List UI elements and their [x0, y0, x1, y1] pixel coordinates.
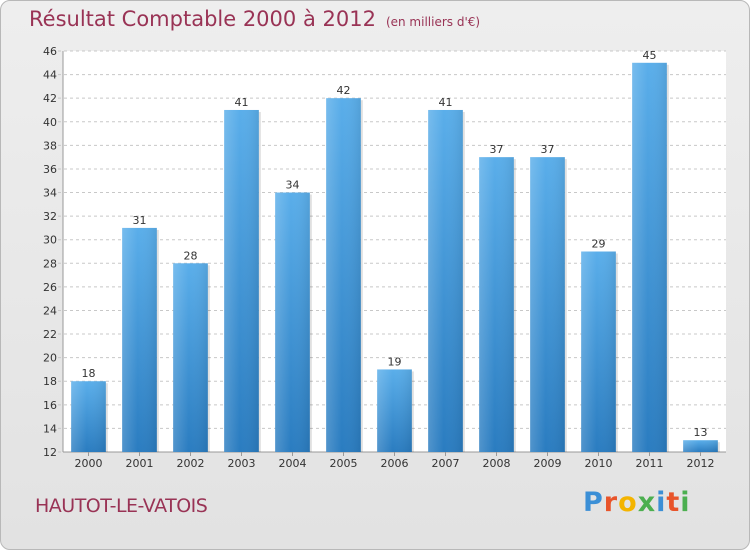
bar-value-label: 37: [490, 143, 504, 156]
x-tick-label: 2000: [75, 457, 103, 470]
y-tick-label: 32: [43, 210, 57, 223]
x-tick-label: 2006: [381, 457, 409, 470]
logo-letter: o: [618, 487, 638, 518]
bar-value-label: 34: [286, 179, 300, 192]
bar-highlight: [530, 157, 565, 452]
y-tick-label: 14: [43, 422, 57, 435]
bar-value-label: 28: [184, 249, 198, 262]
bar-value-label: 18: [82, 367, 96, 380]
bar-highlight: [479, 157, 514, 452]
proxiti-logo: Proxiti: [583, 487, 691, 518]
x-tick-label: 2008: [483, 457, 511, 470]
logo-letter: P: [583, 487, 604, 518]
logo-letter: t: [666, 487, 681, 518]
x-tick-label: 2001: [126, 457, 154, 470]
x-tick-label: 2012: [687, 457, 715, 470]
x-tick-label: 2007: [432, 457, 460, 470]
bar-value-label: 19: [388, 355, 402, 368]
bar-value-label: 37: [541, 143, 555, 156]
x-tick-label: 2009: [534, 457, 562, 470]
x-tick-label: 2004: [279, 457, 307, 470]
bar-value-label: 41: [235, 96, 249, 109]
bars: 18 31 28 41 34 42 19 41 37 37 29 45 13: [71, 49, 720, 453]
bar-highlight: [275, 192, 310, 452]
x-axis-labels: 2000 2001 2002 2003 2004 2005 2006 2007 2008 2009…: [75, 452, 715, 470]
bar-highlight: [122, 227, 157, 452]
y-tick-label: 26: [43, 281, 57, 294]
bar-highlight: [377, 369, 412, 452]
y-tick-label: 36: [43, 163, 57, 176]
y-tick-label: 24: [43, 304, 57, 317]
chart-subtitle: (en milliers d'€): [385, 15, 481, 29]
bar-highlight: [581, 251, 616, 452]
y-tick-label: 18: [43, 375, 57, 388]
logo-letter: r: [603, 487, 619, 518]
bar-highlight: [326, 98, 361, 453]
bar-value-label: 45: [643, 49, 657, 62]
bar-value-label: 41: [439, 96, 453, 109]
y-tick-label: 38: [43, 139, 57, 152]
bar-value-label: 13: [694, 426, 708, 439]
y-tick-label: 44: [43, 69, 57, 82]
y-tick-label: 30: [43, 234, 57, 247]
bar-highlight: [428, 109, 463, 453]
y-tick-label: 22: [43, 328, 57, 341]
y-tick-label: 12: [43, 446, 57, 459]
y-tick-label: 28: [43, 257, 57, 270]
x-tick-label: 2005: [330, 457, 358, 470]
x-tick-label: 2003: [228, 457, 256, 470]
commune-name: HAUTOT-LE-VATOIS: [35, 495, 208, 517]
logo-letter: i: [680, 487, 691, 518]
x-tick-label: 2002: [177, 457, 205, 470]
y-tick-label: 46: [43, 45, 57, 58]
bar-highlight: [632, 62, 667, 452]
bar-value-label: 42: [337, 84, 351, 97]
bar-value-label: 29: [592, 238, 606, 251]
x-tick-label: 2011: [636, 457, 664, 470]
y-tick-label: 42: [43, 92, 57, 105]
chart-title: Résultat Comptable 2000 à 2012 (en millie…: [29, 7, 480, 31]
bar-highlight: [224, 109, 259, 453]
bar-highlight: [683, 440, 718, 452]
logo-letter: x: [637, 487, 657, 518]
y-tick-label: 40: [43, 116, 57, 129]
y-tick-label: 34: [43, 187, 57, 200]
y-tick-label: 20: [43, 352, 57, 365]
x-tick-label: 2010: [585, 457, 613, 470]
bar-highlight: [173, 263, 208, 452]
bar-value-label: 31: [133, 214, 147, 227]
y-axis-labels: 12 14 16 18 20 22 24 26 28 30 32 34 36 38 40 42 44 46: [43, 45, 57, 459]
chart-title-text: Résultat Comptable 2000 à 2012: [29, 7, 376, 31]
bar-highlight: [71, 381, 106, 452]
y-tick-label: 16: [43, 399, 57, 412]
logo-letter: i: [656, 487, 667, 518]
